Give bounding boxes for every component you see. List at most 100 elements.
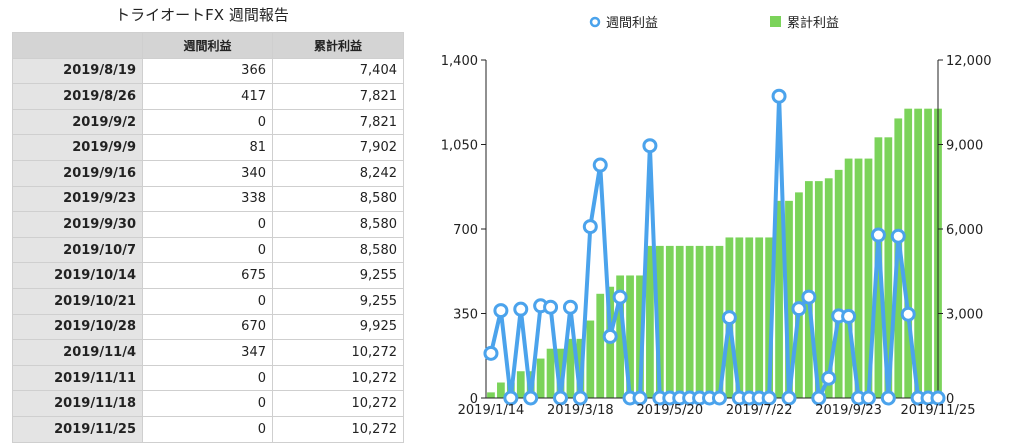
- weekly-profit-point: [811, 390, 827, 406]
- right-tick-label: 12,000: [946, 54, 992, 69]
- weekly-profit-point: [513, 301, 529, 317]
- cumulative-bar: [675, 245, 684, 398]
- header-cumulative-profit: 累計利益: [272, 32, 404, 59]
- cumulative-bar: [685, 245, 694, 398]
- row-date: 2019/9/30: [12, 211, 143, 238]
- table-row: 2019/10/7 0 8,580: [12, 236, 404, 264]
- weekly-profit-point: [821, 370, 837, 386]
- cumulative-bar: [844, 158, 853, 398]
- cumulative-bar: [795, 192, 803, 398]
- weekly-profit-point: [860, 390, 876, 406]
- cumulative-bar: [516, 371, 525, 398]
- row-weekly-profit: 0: [142, 108, 273, 136]
- row-date: 2019/11/25: [12, 415, 143, 443]
- cumulative-bar: [497, 382, 505, 398]
- table-row: 2019/9/9 81 7,902: [12, 134, 404, 161]
- table-row: 2019/9/16 340 8,242: [12, 159, 404, 187]
- row-cumulative-profit: 7,902: [272, 134, 404, 161]
- cumulative-bar: [596, 293, 605, 398]
- cumulative-bar: [705, 245, 714, 398]
- cumulative-bar: [904, 108, 913, 398]
- weekly-profit-point: [761, 390, 777, 406]
- weekly-profit-point: [602, 328, 618, 344]
- cumulative-bar: [665, 245, 674, 398]
- weekly-profit-point: [562, 299, 578, 315]
- weekly-profit-point: [553, 390, 569, 406]
- left-tick-label: 700: [453, 223, 478, 238]
- left-tick-label: 1,050: [441, 139, 478, 154]
- cumulative-bar: [655, 245, 664, 398]
- weekly-profit-point: [582, 219, 598, 235]
- weekly-profit-point: [721, 310, 737, 326]
- row-cumulative-profit: 9,255: [272, 287, 404, 315]
- row-date: 2019/9/23: [12, 185, 143, 213]
- row-weekly-profit: 81: [142, 134, 273, 161]
- table-row: 2019/10/28 670 9,925: [12, 313, 404, 341]
- cumulative-bar: [586, 320, 595, 398]
- cumulative-bar: [735, 237, 744, 398]
- table-row: 2019/11/18 0 10,272: [12, 390, 404, 417]
- row-cumulative-profit: 8,580: [272, 211, 404, 238]
- cumulative-bar: [834, 169, 843, 398]
- cumulative-bar: [546, 348, 555, 398]
- row-weekly-profit: 670: [142, 313, 273, 341]
- weekly-profit-point: [890, 228, 906, 244]
- weekly-profit-point: [543, 299, 559, 315]
- x-tick-label: 2019/11/25: [901, 403, 976, 418]
- legend-line-label: 週間利益: [606, 16, 658, 31]
- weekly-profit-point: [493, 303, 509, 319]
- cumulative-bar: [814, 181, 823, 398]
- header-weekly-profit: 週間利益: [142, 32, 273, 59]
- row-weekly-profit: 0: [142, 287, 273, 315]
- row-date: 2019/10/28: [12, 313, 143, 341]
- weekly-profit-point: [483, 345, 499, 361]
- row-cumulative-profit: 8,580: [272, 236, 404, 264]
- right-tick-label: 3,000: [946, 308, 983, 323]
- table-row: 2019/8/19 366 7,404: [12, 57, 404, 85]
- row-date: 2019/8/19: [12, 57, 143, 85]
- weekly-profit-point: [781, 390, 797, 406]
- table-row: 2019/8/26 417 7,821: [12, 83, 404, 110]
- row-date: 2019/10/14: [12, 262, 143, 289]
- cumulative-bar: [884, 137, 893, 398]
- row-cumulative-profit: 7,821: [272, 83, 404, 110]
- table-row: 2019/10/14 675 9,255: [12, 262, 404, 289]
- cumulative-bar: [556, 348, 565, 398]
- weekly-profit-point: [900, 306, 916, 322]
- row-cumulative-profit: 9,255: [272, 262, 404, 289]
- table-row: 2019/10/21 0 9,255: [12, 287, 404, 315]
- table-row: 2019/11/11 0 10,272: [12, 364, 404, 392]
- cumulative-bar: [914, 108, 923, 398]
- table-row: 2019/9/30 0 8,580: [12, 211, 404, 238]
- table-row: 2019/11/4 347 10,272: [12, 339, 404, 366]
- row-date: 2019/9/2: [12, 108, 143, 136]
- row-weekly-profit: 0: [142, 415, 273, 443]
- row-weekly-profit: 340: [142, 159, 273, 187]
- row-date: 2019/11/11: [12, 364, 143, 392]
- cumulative-bar: [765, 237, 773, 398]
- x-tick-label: 2019/9/23: [815, 403, 882, 418]
- row-date: 2019/11/18: [12, 390, 143, 417]
- weekly-profit-point: [711, 390, 727, 406]
- cumulative-bar: [616, 275, 624, 398]
- cumulative-bar: [804, 181, 813, 398]
- cumulative-bar: [626, 275, 634, 398]
- right-tick-label: 0: [946, 392, 954, 407]
- x-tick-label: 2019/3/18: [547, 403, 614, 418]
- row-date: 2019/10/21: [12, 287, 143, 315]
- weekly-profit-point: [801, 289, 817, 305]
- cumulative-bar: [745, 237, 754, 398]
- table-header-row: 週間利益 累計利益: [12, 32, 404, 59]
- row-cumulative-profit: 7,404: [272, 57, 404, 85]
- table-row: 2019/9/2 0 7,821: [12, 108, 404, 136]
- row-cumulative-profit: 10,272: [272, 390, 404, 417]
- cumulative-bar: [864, 158, 873, 398]
- row-cumulative-profit: 10,272: [272, 415, 404, 443]
- cumulative-bar: [487, 392, 495, 398]
- row-weekly-profit: 0: [142, 364, 273, 392]
- weekly-profit-point: [612, 289, 628, 305]
- row-weekly-profit: 417: [142, 83, 273, 110]
- legend-bar-marker: [770, 16, 781, 27]
- left-tick-label: 350: [453, 308, 478, 323]
- x-tick-label: 2019/5/20: [636, 403, 703, 418]
